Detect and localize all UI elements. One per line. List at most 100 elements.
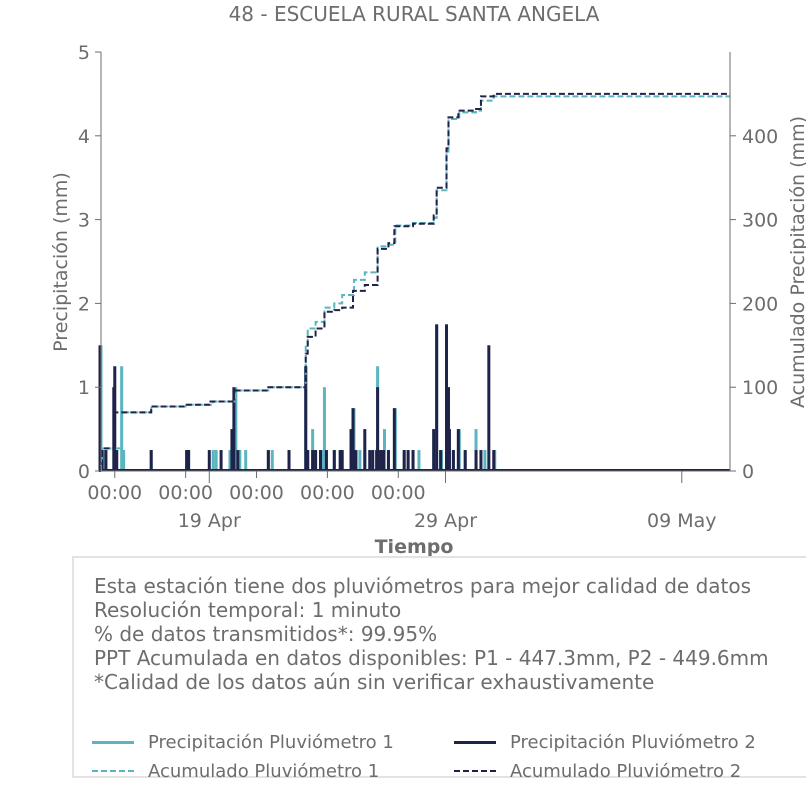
precip-bar (228, 450, 232, 471)
precip-bar (432, 429, 436, 471)
y2-tick-label: 300 (742, 210, 778, 232)
precip-bar (474, 450, 478, 471)
y2-tick-label: 0 (742, 461, 754, 483)
precip-bar (379, 450, 383, 471)
x-date-label: 29 Apr (414, 510, 477, 532)
precip-bar (487, 345, 491, 471)
precip-bar (358, 450, 362, 471)
info-line: Resolución temporal: 1 minuto (94, 598, 402, 622)
x-tick-label: 00:00 (371, 482, 426, 504)
y-tick-label: 2 (78, 293, 90, 315)
precip-bar (445, 324, 449, 471)
rainfall-chart: 48 - ESCUELA RURAL SANTA ANGELA 0 1 2 3 4 5 0 1… (50, 2, 806, 556)
info-line: *Calidad de los datos aún sin verificar … (94, 670, 655, 694)
y-tick-label: 5 (78, 42, 90, 64)
precip-bar (324, 450, 328, 471)
precip-bar (314, 450, 318, 471)
legend-item-precip-p1: Precipitación Pluviómetro 1 (92, 730, 394, 754)
y2-tick-label: 400 (742, 126, 778, 148)
precip-bar (207, 450, 211, 471)
precip-bar (319, 450, 323, 471)
info-panel: Esta estación tiene dos pluviómetros par… (72, 556, 806, 782)
info-line: PPT Acumulada en datos disponibles: P1 -… (94, 646, 769, 670)
precip-bar (392, 408, 396, 471)
precip-bar (270, 450, 274, 471)
precip-bar (351, 408, 355, 471)
cumulative-line (99, 92, 730, 472)
legend-swatch (454, 740, 496, 744)
precip-bar (386, 450, 390, 471)
precip-bar (149, 450, 153, 471)
precip-bar (435, 324, 439, 471)
y2-tick-label: 100 (742, 377, 778, 399)
y-tick-label: 1 (78, 377, 90, 399)
precip-bar (230, 429, 234, 471)
y-tick-label: 3 (78, 210, 90, 232)
precip-bar (371, 450, 375, 471)
legend-label: Acumulado Pluviómetro 2 (510, 760, 742, 782)
precip-bar (244, 450, 248, 471)
y-axis-label: Precipitación (mm) (50, 172, 72, 352)
x-tick-label: 00:00 (229, 482, 284, 504)
legend-swatch (92, 770, 134, 772)
y2-tick-label: 200 (742, 293, 778, 315)
precip-bar (349, 429, 353, 471)
precip-bar (411, 450, 415, 471)
plot-area: 0 1 2 3 4 5 0 100 200 300 400 00:00 00:00 00:00 00:00 0… (78, 42, 778, 532)
precip-bar (332, 450, 336, 471)
precip-bar (115, 450, 119, 471)
legend-swatch (92, 740, 134, 744)
chart-title: 48 - ESCUELA RURAL SANTA ANGELA (229, 2, 600, 26)
precip-bar (363, 429, 367, 471)
precip-bar (234, 387, 238, 471)
precip-bar (340, 450, 344, 471)
precip-bar (211, 450, 215, 471)
x-tick-label: 00:00 (300, 482, 355, 504)
precip-bar (311, 450, 315, 471)
precip-bar (451, 450, 455, 471)
x-date-label: 09 May (647, 510, 717, 532)
y-tick-label: 0 (78, 461, 90, 483)
precip-bar (214, 450, 218, 471)
precip-bar (439, 450, 443, 471)
precip-bar (463, 450, 467, 471)
precip-bar (98, 345, 102, 471)
precip-bar (187, 450, 191, 471)
precip-bar (406, 450, 410, 471)
precip-bar (376, 387, 380, 471)
precip-bar (368, 450, 372, 471)
x-tick-label: 00:00 (87, 482, 142, 504)
cumulative-line (100, 95, 730, 471)
precip-bar (483, 450, 487, 471)
precip-bar (492, 450, 496, 471)
info-line: Esta estación tiene dos pluviómetros par… (94, 574, 752, 598)
precip-bar (447, 429, 451, 471)
legend-item-acum-p2: Acumulado Pluviómetro 2 (454, 759, 741, 783)
precip-bar (382, 450, 386, 471)
precip-bar (266, 450, 270, 471)
precip-bar (219, 450, 223, 471)
x-axis-label: Tiempo (375, 536, 454, 556)
info-line: % de datos transmitidos*: 99.95% (94, 622, 438, 646)
precip-bar (417, 450, 421, 471)
precip-bar (236, 450, 240, 471)
precip-bar (479, 450, 483, 471)
y2-axis-label: Acumulado Precipitación (mm) (787, 116, 806, 408)
legend-label: Acumulado Pluviómetro 1 (148, 760, 380, 782)
precip-bar (456, 429, 460, 471)
precip-bar (306, 450, 310, 471)
precip-bar (322, 387, 326, 471)
precip-bar (122, 450, 126, 471)
legend-item-precip-p2: Precipitación Pluviómetro 2 (454, 730, 756, 754)
legend-swatch (454, 770, 496, 772)
precip-bar (104, 450, 108, 471)
y-tick-label: 4 (78, 126, 90, 148)
legend-label: Precipitación Pluviómetro 1 (148, 731, 394, 753)
precip-bar (304, 366, 308, 471)
precip-bar (402, 450, 406, 471)
precip-bar (338, 450, 342, 471)
precip-bar (287, 450, 291, 471)
legend-item-acum-p1: Acumulado Pluviómetro 1 (92, 759, 379, 783)
precip-bar (354, 450, 358, 471)
precip-bar (232, 387, 236, 471)
